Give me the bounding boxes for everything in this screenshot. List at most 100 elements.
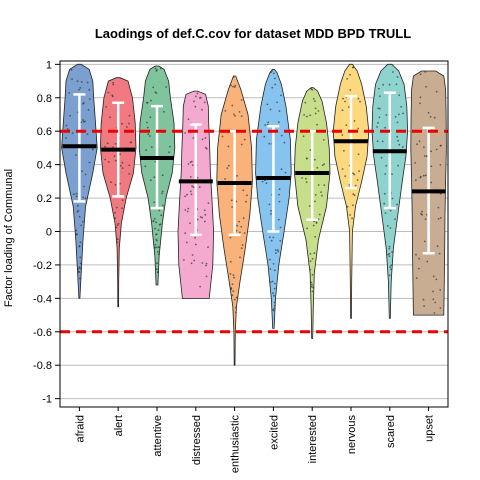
- data-point: [352, 204, 354, 207]
- data-point: [341, 168, 344, 170]
- data-point: [440, 144, 442, 147]
- data-point: [309, 268, 312, 271]
- data-point: [128, 122, 130, 125]
- y-axis-label: Factor loading of Communal: [3, 169, 15, 307]
- chart-title: Laodings of def.C.cov for dataset MDD BP…: [95, 26, 411, 41]
- data-point: [78, 245, 81, 247]
- data-point: [81, 220, 84, 223]
- data-point: [430, 165, 433, 168]
- data-point: [187, 163, 190, 165]
- x-tick-label-scared: scared: [385, 415, 397, 448]
- data-point: [186, 193, 188, 196]
- data-point: [233, 113, 235, 116]
- data-point: [106, 142, 109, 145]
- data-point: [154, 243, 157, 246]
- data-point: [69, 114, 71, 117]
- data-point: [342, 97, 344, 100]
- violin-body: [332, 63, 370, 319]
- data-point: [229, 236, 232, 239]
- data-point: [347, 106, 350, 108]
- data-point: [82, 119, 84, 121]
- data-point: [277, 218, 280, 221]
- data-point: [84, 120, 86, 123]
- data-point: [402, 112, 404, 115]
- data-point: [269, 258, 271, 261]
- data-point: [104, 158, 107, 161]
- data-point: [87, 109, 90, 111]
- data-point: [156, 271, 159, 273]
- data-point: [235, 306, 237, 309]
- data-point: [145, 101, 148, 104]
- data-point: [311, 88, 314, 91]
- violin-nervous: [332, 63, 370, 319]
- data-point: [358, 170, 360, 173]
- data-point: [272, 236, 275, 239]
- data-point: [382, 83, 385, 86]
- data-point: [419, 102, 421, 105]
- data-point: [231, 283, 234, 286]
- data-point: [75, 192, 78, 195]
- data-point: [146, 121, 148, 124]
- data-point: [274, 249, 277, 252]
- data-point: [230, 199, 233, 202]
- data-point: [386, 225, 389, 227]
- violin-alert: [99, 77, 137, 308]
- data-point: [274, 83, 277, 86]
- data-point: [383, 202, 386, 205]
- data-point: [207, 202, 210, 205]
- data-point: [80, 81, 83, 83]
- data-point: [424, 174, 427, 177]
- data-point: [341, 109, 344, 112]
- data-point: [415, 253, 417, 256]
- data-point: [427, 111, 430, 114]
- y-tick-label: 0.8: [37, 93, 52, 105]
- data-point: [185, 241, 188, 244]
- data-point: [273, 269, 276, 272]
- data-point: [243, 138, 246, 141]
- data-point: [316, 166, 319, 169]
- data-point: [79, 87, 82, 89]
- data-point: [439, 217, 442, 219]
- data-point: [203, 101, 206, 104]
- data-point: [238, 220, 241, 223]
- data-point: [162, 204, 164, 207]
- data-point: [306, 115, 308, 118]
- data-point: [435, 90, 438, 93]
- data-point: [314, 194, 317, 196]
- data-point: [359, 100, 361, 103]
- data-point: [270, 71, 272, 74]
- data-point: [273, 301, 276, 304]
- data-point: [86, 133, 89, 136]
- data-point: [377, 107, 380, 110]
- data-point: [189, 190, 192, 193]
- data-point: [183, 259, 185, 261]
- data-point: [394, 218, 396, 221]
- data-point: [398, 94, 401, 97]
- data-point: [234, 84, 237, 87]
- data-point: [384, 173, 387, 175]
- data-point: [121, 167, 124, 170]
- data-point: [426, 260, 429, 263]
- reference-lines: [60, 129, 448, 334]
- data-point: [261, 180, 264, 183]
- data-point: [234, 115, 237, 117]
- data-point: [246, 194, 248, 197]
- data-point: [227, 145, 230, 148]
- data-point: [111, 95, 114, 98]
- data-point: [309, 252, 312, 255]
- x-tick-label-alert: alert: [113, 415, 125, 436]
- data-point: [349, 89, 352, 91]
- data-point: [121, 161, 124, 164]
- data-point: [196, 218, 199, 221]
- data-point: [184, 232, 187, 235]
- data-point: [236, 175, 239, 177]
- data-point: [155, 238, 158, 241]
- data-point: [70, 69, 73, 71]
- data-point: [155, 92, 158, 95]
- data-point: [420, 213, 422, 215]
- data-point: [349, 214, 351, 216]
- data-point: [435, 148, 438, 151]
- data-point: [388, 83, 391, 86]
- data-point: [384, 126, 386, 129]
- data-point: [76, 233, 78, 236]
